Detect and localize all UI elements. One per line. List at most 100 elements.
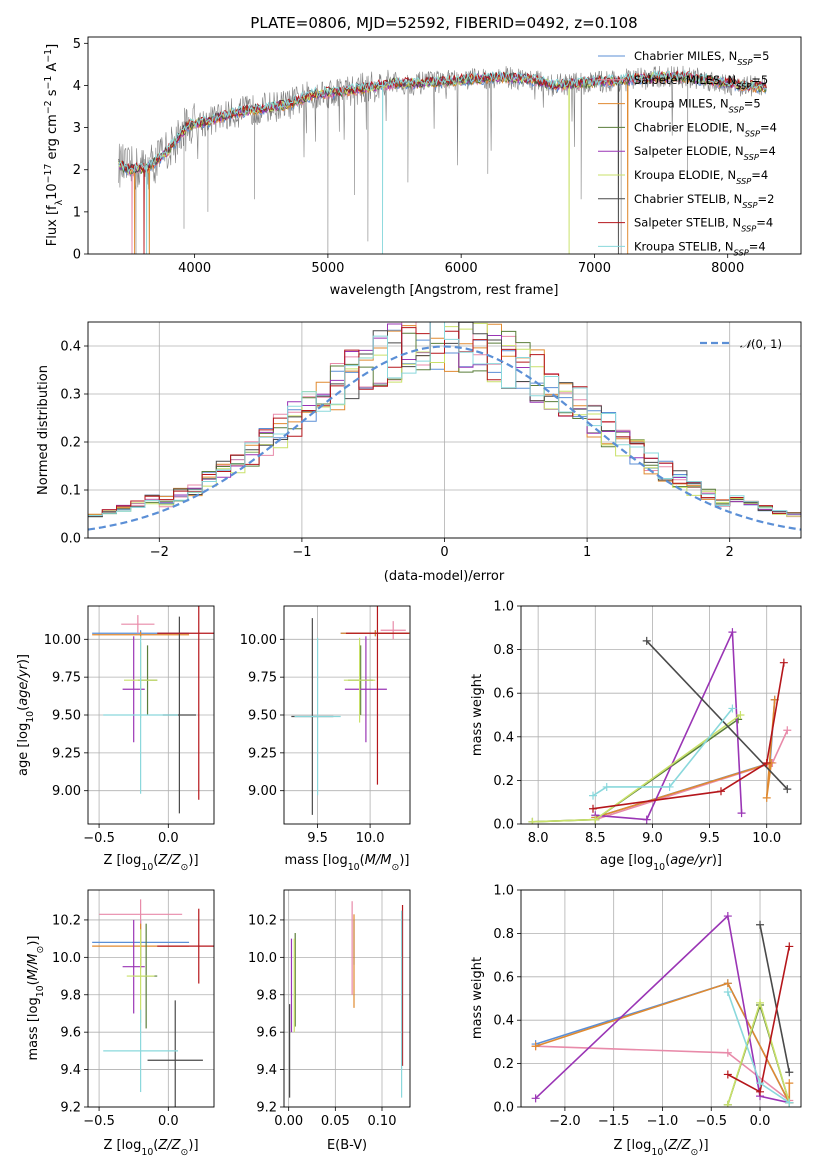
x-tick-label: −1.0 bbox=[647, 1114, 679, 1129]
y-tick-label: 9.25 bbox=[248, 746, 277, 761]
x-tick-label: −1 bbox=[292, 545, 311, 560]
y-tick-label: 2 bbox=[73, 163, 81, 178]
age-vs-mass-panel-grid bbox=[284, 606, 410, 824]
y-tick-label: 9.75 bbox=[248, 671, 277, 686]
x-tick-label: 2 bbox=[726, 545, 734, 560]
age-vs-metallicity-y-axis-label: age [log10(age/yr)] bbox=[16, 654, 36, 776]
y-tick-label: 0.3 bbox=[60, 388, 81, 403]
age-vs-metallicity-panel-plot-area bbox=[92, 606, 214, 814]
weight-point-marker bbox=[785, 1079, 794, 1088]
weight-point-marker bbox=[723, 912, 732, 921]
x-tick-label: 0.00 bbox=[274, 1114, 303, 1129]
y-tick-label: 9.4 bbox=[256, 1063, 277, 1078]
weight-point-marker bbox=[728, 628, 737, 637]
x-tick-label: 8000 bbox=[711, 261, 744, 276]
y-tick-label: 10.0 bbox=[52, 951, 81, 966]
weight-point-marker bbox=[591, 815, 600, 824]
spectrum-legend: Chabrier MILES, NSSP=5 Salpeter MILES, NS… bbox=[598, 49, 777, 257]
y-tick-label: 10.2 bbox=[52, 913, 81, 928]
y-tick-label: 1.0 bbox=[493, 600, 514, 615]
x-tick-label: 9.5 bbox=[699, 831, 720, 846]
mass-vs-extinction-panel: 0.00 0.05 0.10 9.2 9.4 9.6 9.8 10.0 10.2 E(B-V) bbox=[248, 889, 411, 1153]
mass-vs-metallicity-panel: −0.5 0.0 9.2 9.4 9.6 9.8 10.0 10.2 Z [log10(Z/Z⊙… bbox=[26, 889, 215, 1158]
y-tick-label: 0 bbox=[73, 248, 81, 263]
x-tick-label: 8.5 bbox=[585, 831, 606, 846]
legend-entry: Salpeter MILES, NSSP=5 bbox=[634, 73, 768, 91]
x-tick-label: −0.5 bbox=[83, 1114, 115, 1129]
y-tick-label: 9.75 bbox=[52, 671, 81, 686]
y-tick-label: 0.2 bbox=[493, 1057, 514, 1072]
weight-point-marker bbox=[785, 942, 794, 951]
weight-point-marker bbox=[779, 658, 788, 667]
y-tick-label: 0.4 bbox=[60, 340, 81, 355]
weight-point-marker bbox=[723, 1048, 732, 1057]
x-tick-label: 10.0 bbox=[752, 831, 781, 846]
legend-entry: Salpeter STELIB, NSSP=4 bbox=[634, 216, 773, 234]
weight-point-marker bbox=[783, 726, 792, 735]
legend-entry: Kroupa MILES, NSSP=5 bbox=[634, 97, 761, 115]
y-tick-label: 0.8 bbox=[493, 927, 514, 942]
x-tick-label: 0.0 bbox=[158, 1114, 179, 1129]
mass-vs-metallicity-y-axis-label: mass [log10(M/M⊙)] bbox=[26, 936, 46, 1061]
axes-frame bbox=[87, 605, 215, 825]
x-tick-label: 0.05 bbox=[321, 1114, 350, 1129]
weight-line-chabrier-stelib bbox=[759, 924, 791, 1073]
x-tick-label: 5000 bbox=[311, 261, 344, 276]
x-tick-label: 4000 bbox=[178, 261, 211, 276]
axes-frame bbox=[283, 605, 411, 825]
spectrum-panel-plot-area bbox=[118, 65, 767, 254]
x-tick-label: 7000 bbox=[578, 261, 611, 276]
y-tick-label: 1.0 bbox=[493, 884, 514, 899]
age-vs-metallicity-x-axis-label: Z [log10(Z/Z⊙)] bbox=[103, 853, 198, 873]
y-tick-label: 9.2 bbox=[256, 1101, 277, 1116]
axes-frame bbox=[520, 605, 802, 825]
figure-title: PLATE=0806, MJD=52592, FIBERID=0492, z=0… bbox=[250, 14, 637, 32]
x-tick-label: −0.5 bbox=[83, 831, 115, 846]
residual-panel: −2 −1 0 1 2 0.0 0.1 0.2 0.3 0.4 𝒩(0, 1) (data-model… bbox=[36, 321, 802, 584]
weight-point-marker bbox=[756, 1079, 765, 1088]
mass-weight-vs-metallicity-y-axis-label: mass weight bbox=[470, 957, 485, 1039]
y-tick-label: 0.2 bbox=[493, 774, 514, 789]
weight-point-marker bbox=[531, 1094, 540, 1103]
x-tick-label: 10.0 bbox=[356, 831, 385, 846]
x-tick-label: 9.5 bbox=[307, 831, 328, 846]
y-tick-label: 9.2 bbox=[60, 1101, 81, 1116]
weight-line-kroupa-stelib bbox=[592, 707, 734, 797]
y-tick-label: 9.00 bbox=[248, 784, 277, 799]
weight-line-salpeter-elodie bbox=[595, 631, 743, 821]
mass-weight-vs-age-panel: 8.0 8.5 9.0 9.5 10.0 0.0 0.2 0.4 0.6 0.8 1.0 age [l… bbox=[470, 600, 802, 873]
y-tick-label: 9.8 bbox=[60, 988, 81, 1003]
mass-weight-vs-age-x-axis-label: age [log10(age/yr)] bbox=[600, 853, 722, 873]
weight-point-marker bbox=[528, 817, 537, 824]
age-vs-metallicity-panel: −0.5 0.0 9.00 9.25 9.50 9.75 10.00 Z [log10(Z/Z… bbox=[16, 605, 215, 873]
legend-entry: Chabrier STELIB, NSSP=2 bbox=[634, 192, 774, 210]
y-tick-label: 0.6 bbox=[493, 687, 514, 702]
x-tick-label: 1 bbox=[583, 545, 591, 560]
legend-entry: Chabrier MILES, NSSP=5 bbox=[634, 49, 769, 67]
legend-entry: Kroupa ELODIE, NSSP=4 bbox=[634, 168, 768, 186]
x-tick-label: 9.0 bbox=[642, 831, 663, 846]
y-tick-label: 0.8 bbox=[493, 643, 514, 658]
age-vs-mass-panel-plot-area bbox=[291, 606, 410, 815]
y-tick-label: 0.1 bbox=[60, 484, 81, 499]
y-tick-label: 0.0 bbox=[493, 1101, 514, 1116]
weight-point-marker bbox=[723, 987, 732, 996]
x-tick-label: −0.5 bbox=[695, 1114, 727, 1129]
age-vs-mass-panel: 9.5 10.0 9.00 9.25 9.50 9.75 10.00 mass [log10(… bbox=[240, 605, 411, 873]
y-tick-label: 0.2 bbox=[60, 436, 81, 451]
spectrum-y-axis-label: Flux [fλ10−17 erg cm−2 s−1 A−1] bbox=[43, 44, 65, 246]
spectrum-panel: 4000 5000 6000 7000 8000 0 1 2 3 4 5 Chabrier MILES… bbox=[43, 36, 802, 298]
y-tick-label: 3 bbox=[73, 121, 81, 136]
x-tick-label: −2 bbox=[150, 545, 169, 560]
weight-point-marker bbox=[736, 711, 745, 719]
weight-line-kroupa-miles bbox=[535, 982, 791, 1104]
normal-distribution-curve bbox=[88, 345, 801, 531]
mass-weight-vs-metallicity-panel-plot-area bbox=[531, 912, 794, 1107]
residual-y-axis-label: Normed distribution bbox=[36, 365, 51, 495]
y-tick-label: 5 bbox=[73, 37, 81, 52]
mass-weight-vs-age-panel-grid bbox=[521, 605, 801, 825]
mass-weight-vs-metallicity-x-axis-label: Z [log10(Z/Z⊙)] bbox=[613, 1138, 708, 1158]
y-tick-label: 10.00 bbox=[240, 633, 277, 648]
weight-point-marker bbox=[723, 1100, 732, 1107]
